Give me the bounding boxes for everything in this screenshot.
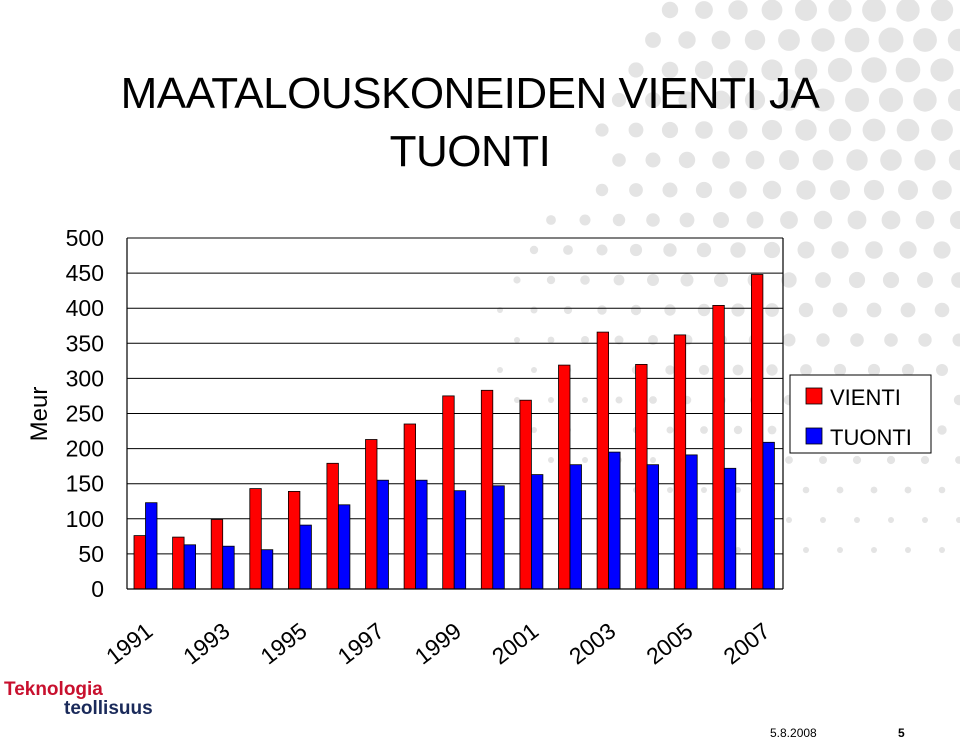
bar-tuonti-1992 xyxy=(184,545,196,589)
teknologiateollisuus-logo: Teknologia teollisuus xyxy=(0,678,180,718)
bar-tuonti-2006 xyxy=(724,468,736,589)
bar-vienti-2005 xyxy=(674,335,686,589)
y-tick-label: 0 xyxy=(91,576,104,602)
bar-vienti-1993 xyxy=(211,520,223,590)
bar-vienti-1992 xyxy=(173,537,185,589)
bar-vienti-2003 xyxy=(597,332,609,589)
bar-tuonti-2001 xyxy=(531,475,543,589)
y-tick-label: 150 xyxy=(66,471,104,497)
legend-swatch-tuonti xyxy=(806,428,822,444)
legend-swatch-vienti xyxy=(806,388,822,404)
y-axis-label: Meur xyxy=(26,387,53,442)
bar-tuonti-2003 xyxy=(609,452,621,589)
logo-text-line-1: Teknologia xyxy=(4,679,103,700)
logo-text-line-2: teollisuus xyxy=(64,698,153,718)
bar-vienti-1999 xyxy=(443,396,455,589)
bar-tuonti-1998 xyxy=(416,480,428,589)
y-tick-labels: 0 50 100 150 200 250 300 350 400 450 500 xyxy=(66,225,104,602)
y-tick-label: 50 xyxy=(78,541,104,567)
x-tick-label: 1991 xyxy=(101,617,157,669)
x-tick-label: 2007 xyxy=(718,617,774,669)
bar-vienti-1996 xyxy=(327,463,339,589)
bar-tuonti-1996 xyxy=(338,505,350,589)
y-tick-label: 250 xyxy=(66,401,104,427)
legend: VIENTI TUONTI xyxy=(790,375,931,453)
y-tick-label: 500 xyxy=(66,225,104,251)
bar-tuonti-2000 xyxy=(493,486,505,589)
x-tick-labels: 1991 1993 1995 1997 1999 2001 2003 2005 2007 xyxy=(101,617,775,669)
x-tick-label: 1999 xyxy=(410,617,466,669)
x-tick-label: 1997 xyxy=(333,617,389,669)
bar-vienti-2004 xyxy=(636,364,648,589)
bar-tuonti-1994 xyxy=(261,550,273,589)
x-tick-label: 1993 xyxy=(178,617,234,669)
bar-tuonti-1991 xyxy=(146,503,158,589)
legend-label-tuonti: TUONTI xyxy=(830,425,912,450)
y-tick-label: 450 xyxy=(66,260,104,286)
bar-vienti-1991 xyxy=(134,536,146,589)
x-tick-label: 1995 xyxy=(255,617,311,669)
y-tick-label: 400 xyxy=(66,295,104,321)
bar-tuonti-1997 xyxy=(377,480,389,589)
footer-date: 5.8.2008 xyxy=(770,726,817,740)
x-tick-label: 2001 xyxy=(487,617,543,669)
bar-vienti-2007 xyxy=(751,275,763,590)
bar-vienti-2006 xyxy=(713,305,725,589)
page-number: 5 xyxy=(898,726,905,740)
y-tick-label: 300 xyxy=(66,365,104,391)
bar-tuonti-2004 xyxy=(647,465,659,589)
bar-tuonti-1999 xyxy=(454,491,466,589)
bar-vienti-2002 xyxy=(559,365,571,589)
x-tick-label: 2003 xyxy=(564,617,620,669)
bar-tuonti-1995 xyxy=(300,525,312,589)
bar-tuonti-2002 xyxy=(570,465,582,589)
bar-vienti-1995 xyxy=(288,491,300,589)
bar-vienti-1998 xyxy=(404,424,416,589)
y-tick-label: 350 xyxy=(66,330,104,356)
y-tick-label: 200 xyxy=(66,436,104,462)
bar-tuonti-2007 xyxy=(763,442,775,589)
bar-tuonti-1993 xyxy=(223,546,235,589)
bar-tuonti-2005 xyxy=(686,455,698,589)
bar-vienti-1997 xyxy=(366,440,378,590)
bar-vienti-1994 xyxy=(250,489,261,589)
bar-vienti-2001 xyxy=(520,400,532,589)
y-tick-label: 100 xyxy=(66,506,104,532)
bar-vienti-2000 xyxy=(481,390,493,589)
legend-label-vienti: VIENTI xyxy=(830,385,901,410)
x-tick-label: 2005 xyxy=(641,617,697,669)
bars xyxy=(134,275,774,590)
